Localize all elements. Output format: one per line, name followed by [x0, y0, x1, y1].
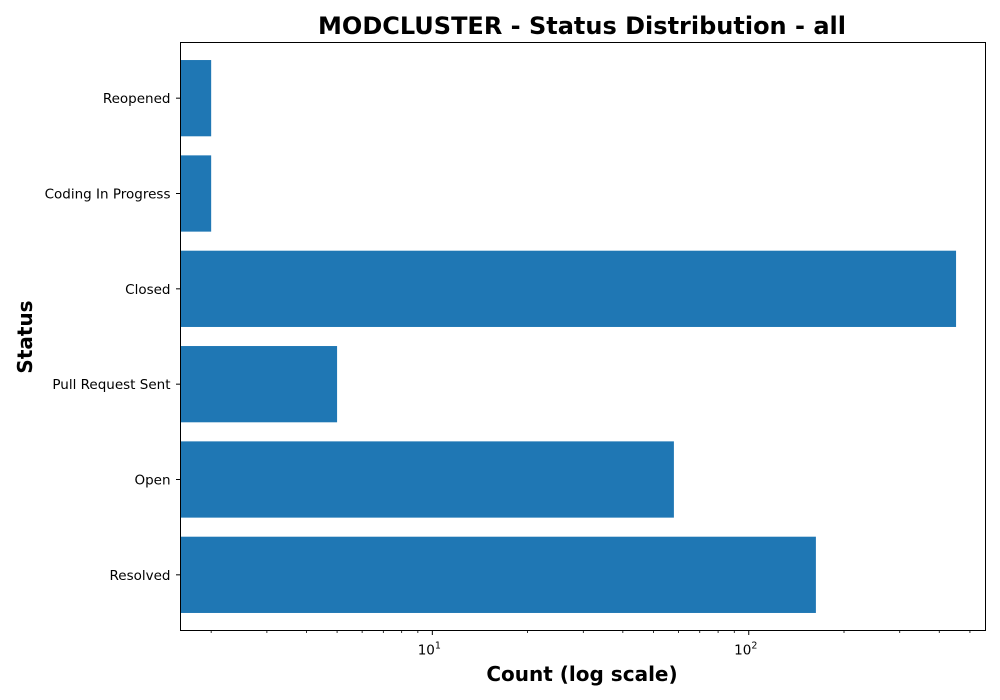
- bar-closed: [180, 250, 957, 327]
- x-tick-label-exp: 2: [751, 641, 757, 652]
- y-tick-label: Reopened: [103, 91, 171, 107]
- x-tick-label: 102: [734, 641, 757, 659]
- y-tick-label: Pull Request Sent: [52, 377, 170, 393]
- y-tick-label: Open: [134, 473, 170, 489]
- x-tick-label: 101: [418, 641, 441, 659]
- y-tick-label: Closed: [125, 282, 170, 298]
- y-tick-label: Resolved: [110, 568, 171, 584]
- x-axis-label: Count (log scale): [486, 662, 677, 686]
- bar-reopened: [180, 60, 212, 137]
- y-axis-label: Status: [13, 300, 37, 373]
- y-axis: Resolved Open Pull Request Sent Closed Codin…: [45, 91, 181, 584]
- x-tick-label-exp: 1: [435, 641, 441, 652]
- bar-pull-request-sent: [180, 346, 338, 423]
- x-axis: 101 102: [210, 630, 971, 659]
- bars-group: [180, 60, 957, 613]
- chart-title: MODCLUSTER - Status Distribution - all: [318, 12, 846, 40]
- x-tick-label-base: 10: [418, 643, 435, 659]
- x-tick-label-base: 10: [734, 643, 751, 659]
- y-tick-label: Coding In Progress: [45, 187, 171, 203]
- bar-coding-in-progress: [180, 155, 212, 232]
- bar-open: [180, 441, 674, 518]
- bar-resolved: [180, 536, 816, 613]
